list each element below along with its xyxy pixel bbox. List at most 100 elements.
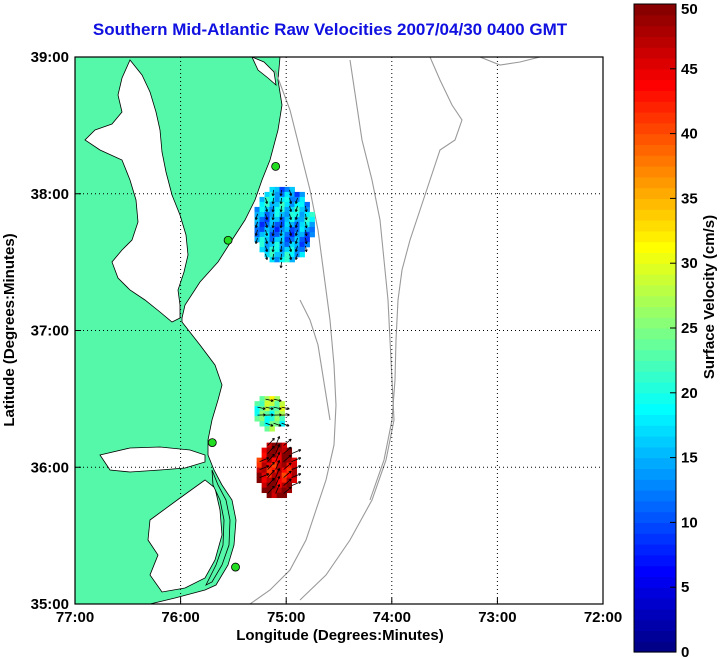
vector-head xyxy=(266,241,269,244)
velocity-cell xyxy=(269,421,275,427)
velocity-cell xyxy=(284,191,290,198)
velocity-cell xyxy=(289,196,295,203)
velocity-cell xyxy=(299,246,305,253)
velocity-cell xyxy=(289,211,295,218)
velocity-cell xyxy=(299,251,305,258)
velocity-vector xyxy=(280,205,282,212)
radar-site-marker xyxy=(223,235,233,245)
velocity-vector xyxy=(265,229,268,236)
velocity-cell xyxy=(279,241,285,248)
vector-head xyxy=(306,241,308,244)
vector-head xyxy=(280,217,283,221)
velocity-cell xyxy=(279,411,285,417)
velocity-vector xyxy=(280,245,282,252)
vector-head xyxy=(288,478,292,481)
velocity-cell xyxy=(269,196,275,203)
velocity-vector xyxy=(291,457,302,463)
vector-head xyxy=(272,233,275,237)
velocity-cell xyxy=(256,467,263,474)
y-tick-label: 37:00 xyxy=(31,323,69,340)
velocity-cell xyxy=(289,201,295,208)
velocity-vector xyxy=(291,481,302,487)
vector-head xyxy=(266,201,269,204)
vector-head xyxy=(255,217,258,220)
velocity-vector xyxy=(275,468,280,478)
velocity-vector xyxy=(265,221,268,228)
velocity-vector xyxy=(289,189,292,196)
velocity-cell xyxy=(271,462,278,469)
velocity-cell xyxy=(264,221,270,228)
vector-head xyxy=(277,460,280,463)
vector-head xyxy=(266,233,269,236)
vector-head xyxy=(271,423,274,427)
velocity-cell xyxy=(281,487,288,494)
velocity-cell xyxy=(309,221,315,228)
velocity-cell xyxy=(294,246,300,253)
velocity-cell xyxy=(259,216,265,223)
velocity-cell xyxy=(264,226,270,233)
velocity-vector xyxy=(289,253,292,260)
velocity-vector xyxy=(280,189,282,196)
velocity-cell xyxy=(274,421,280,427)
velocity-cell xyxy=(259,196,265,203)
velocity-cell xyxy=(254,411,260,417)
velocity-cell xyxy=(274,241,280,248)
velocity-vector xyxy=(281,422,290,427)
velocity-cell xyxy=(299,206,305,213)
velocity-vector xyxy=(305,245,307,252)
colorbar-tick-label: 10 xyxy=(681,514,698,531)
velocity-cell xyxy=(286,447,293,454)
velocity-vector xyxy=(265,245,268,252)
y-tick-label: 39:00 xyxy=(31,49,69,66)
velocity-cell xyxy=(274,196,280,203)
velocity-cell xyxy=(264,401,270,407)
velocity-cell xyxy=(269,251,275,258)
colorbar: 0 5 10 15 20 25 30 35 40 45 50 Surface Velocity (c… xyxy=(633,1,718,659)
velocity-cell xyxy=(279,216,285,223)
velocity-cell xyxy=(294,191,300,198)
velocity-cell xyxy=(269,221,275,228)
velocity-cell xyxy=(294,206,300,213)
vector-head xyxy=(279,423,282,427)
velocity-vector xyxy=(272,229,274,236)
velocity-cell xyxy=(289,226,295,233)
velocity-vector xyxy=(273,398,282,402)
velocity-vector xyxy=(295,253,298,260)
velocity-cell xyxy=(274,236,280,243)
velocity-cell xyxy=(259,221,265,228)
velocity-cell xyxy=(289,221,295,228)
vector-head xyxy=(290,193,293,196)
velocity-cell xyxy=(266,447,273,454)
velocity-cell xyxy=(291,477,298,484)
velocity-cell xyxy=(266,442,273,449)
radar-site-marker xyxy=(207,438,217,448)
velocity-cell xyxy=(279,256,285,263)
velocity-cell xyxy=(274,231,280,238)
x-tick-label: 75:00 xyxy=(267,609,305,626)
velocity-vector xyxy=(265,406,274,410)
velocity-cell xyxy=(281,462,288,469)
radar-sites xyxy=(207,161,281,572)
vector-head xyxy=(290,233,293,236)
vector-head xyxy=(295,217,298,220)
vector-head xyxy=(280,201,283,205)
velocity-cell xyxy=(284,256,290,263)
velocity-vector xyxy=(255,237,258,244)
velocity-cell xyxy=(289,246,295,253)
vector-head xyxy=(272,209,275,213)
vector-head xyxy=(295,241,298,244)
velocity-cell xyxy=(281,447,288,454)
vector-head xyxy=(266,257,269,260)
velocity-cell xyxy=(274,256,280,263)
x-axis: 77:00 76:00 75:00 74:00 73:00 72:00 xyxy=(56,598,622,626)
velocity-cell xyxy=(299,191,305,198)
vector-head xyxy=(277,452,280,455)
velocity-vector xyxy=(295,245,298,252)
velocity-vector xyxy=(267,437,275,446)
velocity-cell xyxy=(254,401,260,407)
velocity-cell xyxy=(284,241,290,248)
velocity-vector xyxy=(272,205,274,212)
velocity-vector xyxy=(305,229,307,236)
velocity-vector xyxy=(272,237,274,244)
velocity-cell xyxy=(274,416,280,422)
